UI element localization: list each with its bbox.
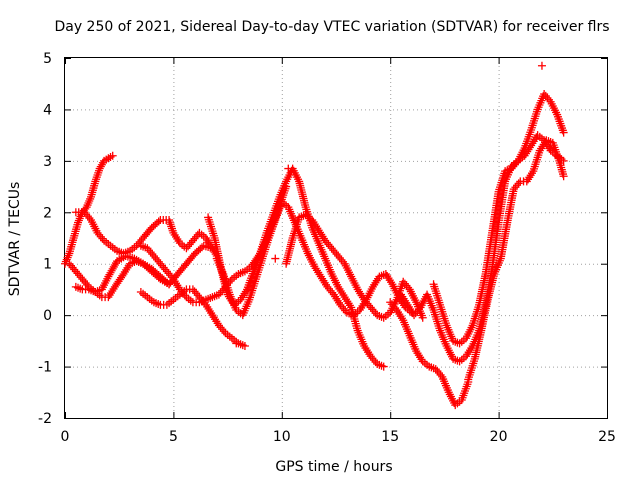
data-point <box>85 214 94 223</box>
data-point <box>154 217 163 226</box>
data-point <box>537 61 546 70</box>
data-point <box>414 305 423 314</box>
y-tick-label: 3 <box>43 154 52 170</box>
series-track-13 <box>464 136 568 384</box>
series-track-5 <box>136 285 249 350</box>
data-point <box>559 128 568 137</box>
chart-title: Day 250 of 2021, Sidereal Day-to-day VTE… <box>54 19 609 35</box>
axis-ticks <box>65 58 608 419</box>
data-point <box>404 283 413 292</box>
data-point <box>284 164 293 173</box>
series-track-4 <box>71 208 221 260</box>
y-tick-label: 1 <box>43 257 52 273</box>
series-track-2 <box>65 241 217 296</box>
data-point <box>83 280 92 289</box>
data-markers <box>61 61 568 410</box>
plot-frame <box>64 57 608 419</box>
data-point <box>240 342 249 350</box>
series-track-3 <box>71 257 174 302</box>
data-point <box>339 257 348 266</box>
data-point <box>514 179 523 188</box>
x-tick-label: 0 <box>61 429 70 445</box>
data-point <box>180 291 189 300</box>
x-tick-label: 15 <box>381 429 399 445</box>
data-point <box>219 327 228 336</box>
data-point <box>418 313 427 322</box>
x-axis-label: GPS time / hours <box>275 459 392 475</box>
x-tick-labels: 0 5 10 15 20 25 <box>61 429 616 445</box>
data-point <box>165 280 174 289</box>
data-point <box>512 158 521 167</box>
x-tick-label: 20 <box>490 429 508 445</box>
data-point <box>108 151 117 160</box>
x-tick-label: 10 <box>273 429 291 445</box>
y-tick-label: 2 <box>43 205 52 221</box>
series-track-12 <box>429 90 568 348</box>
series-track-9 <box>282 210 427 322</box>
data-point <box>436 370 445 379</box>
y-tick-label: 5 <box>43 51 52 67</box>
y-tick-label: 4 <box>43 102 52 118</box>
data-point <box>271 254 280 263</box>
y-axis-label: SDTVAR / TECUs <box>7 182 23 297</box>
series-track-7 <box>204 164 388 371</box>
series-outliers <box>232 61 546 348</box>
y-tick-label: 0 <box>43 308 52 324</box>
series-track-8 <box>212 198 416 320</box>
series-track-10 <box>386 298 473 410</box>
y-tick-label: -2 <box>38 411 52 427</box>
series-track-1 <box>61 151 117 268</box>
y-tick-label: -1 <box>38 360 52 376</box>
x-tick-label: 25 <box>598 429 616 445</box>
data-point <box>232 339 241 348</box>
x-tick-label: 5 <box>169 429 178 445</box>
data-point <box>559 172 568 181</box>
data-point <box>98 234 107 243</box>
y-tick-labels: -2 -1 0 1 2 3 4 5 <box>38 51 52 427</box>
data-point <box>379 362 388 371</box>
data-point <box>545 95 554 104</box>
